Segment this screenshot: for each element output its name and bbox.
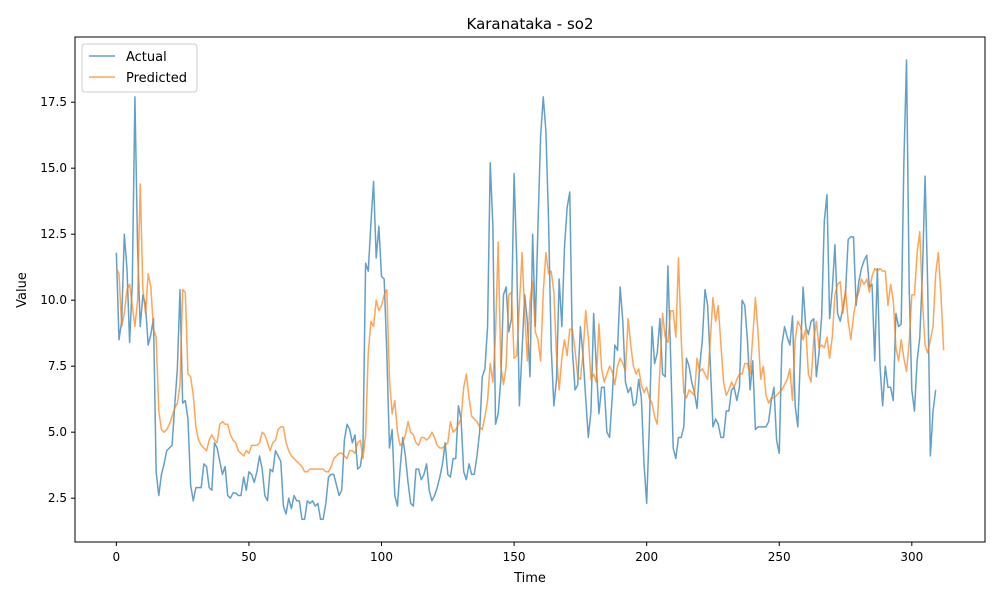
series-line-predicted — [115, 183, 945, 473]
y-tick-label: 15.0 — [40, 161, 67, 175]
legend-label-actual: Actual — [126, 50, 167, 65]
x-tick-label: 250 — [768, 550, 791, 564]
legend: Actual Predicted — [81, 43, 198, 93]
y-tick-label: 17.5 — [40, 95, 67, 109]
x-tick-label: 300 — [900, 550, 923, 564]
y-tick-label: 2.5 — [48, 491, 67, 505]
plot-frame — [74, 36, 986, 543]
y-tick-label: 5.0 — [48, 425, 67, 439]
x-tick-label: 150 — [503, 550, 526, 564]
chart-title: Karanataka - so2 — [467, 15, 594, 33]
y-axis-label: Value — [15, 272, 30, 308]
x-tick-label: 0 — [113, 550, 121, 564]
legend-label-predicted: Predicted — [126, 71, 187, 86]
x-tick-label: 200 — [635, 550, 658, 564]
y-axis: 2.5 5.0 7.5 10.0 12.5 15.0 17.5 — [40, 95, 75, 505]
y-tick-label: 10.0 — [40, 293, 67, 307]
y-tick-label: 7.5 — [48, 359, 67, 373]
x-tick-label: 50 — [241, 550, 256, 564]
x-axis-label: Time — [513, 571, 546, 586]
x-axis: 0 50 100 150 200 250 300 — [113, 542, 923, 564]
y-tick-label: 12.5 — [40, 227, 67, 241]
x-tick-label: 100 — [370, 550, 393, 564]
series-line-actual — [115, 59, 937, 521]
series-layer — [115, 59, 945, 521]
